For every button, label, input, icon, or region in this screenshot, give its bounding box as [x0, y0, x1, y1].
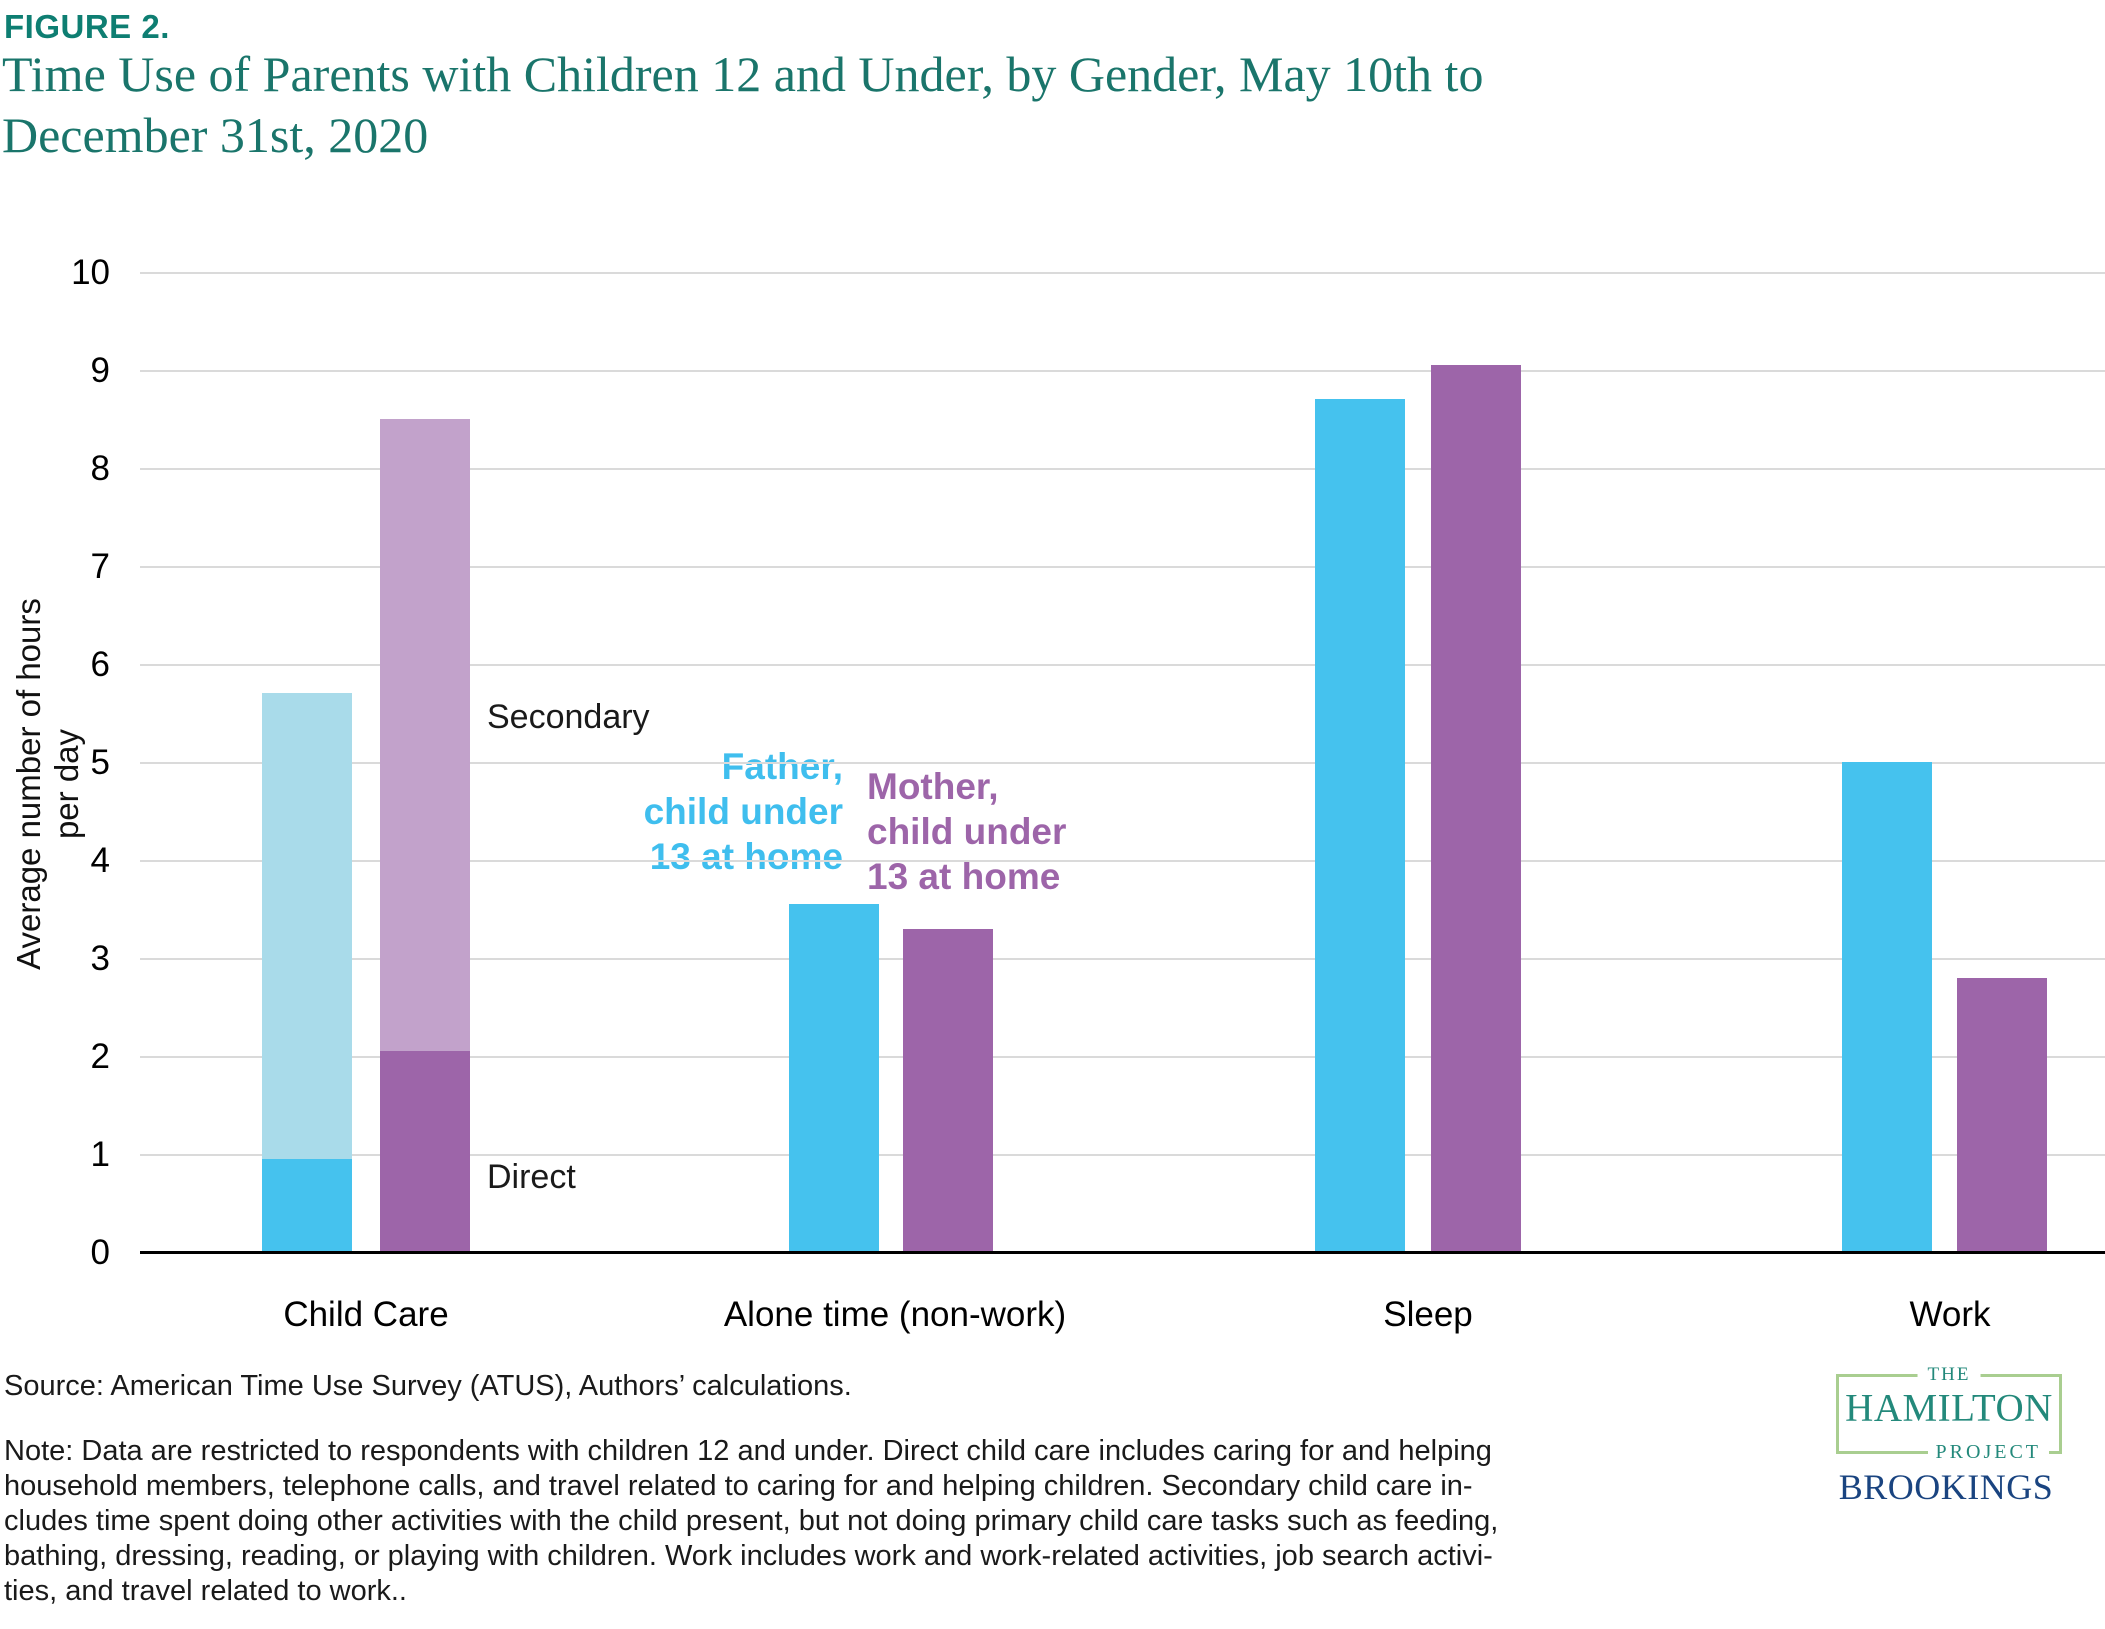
bar-father-child-care-secondary [262, 692, 352, 1159]
y-tick-label-1: 1 [90, 1135, 110, 1174]
footnote-line-4: bathing, dressing, reading, or playing w… [4, 1540, 1493, 1572]
annotation-secondary: Secondary [487, 698, 650, 736]
y-tick-label-6: 6 [90, 645, 110, 684]
footnote-line-5: ties, and travel related to work.. [4, 1575, 407, 1607]
gridline-4 [140, 860, 2105, 862]
y-axis-title: Average number of hours per day [10, 598, 85, 970]
bar-father-child-care-direct [262, 1159, 352, 1252]
y-tick-label-3: 3 [90, 939, 110, 978]
father-series-label-line-2: child under [643, 791, 843, 832]
gridline-9 [140, 370, 2105, 372]
y-tick-label-10: 10 [71, 253, 110, 292]
y-tick-label-0: 0 [90, 1233, 110, 1272]
gridline-5 [140, 762, 2105, 764]
bar-father-work [1842, 762, 1932, 1252]
footnote-line-2: household members, telephone calls, and … [4, 1470, 1473, 1502]
gridline-1 [140, 1154, 2105, 1156]
y-tick-label-2: 2 [90, 1037, 110, 1076]
hamilton-project-logo: THE HAMILTON PROJECT [1836, 1364, 2062, 1464]
father-series-label: Father, child under 13 at home [644, 744, 843, 879]
gridline-3 [140, 958, 2105, 960]
chart-title: Time Use of Parents with Children 12 and… [2, 44, 1483, 166]
bar-mother-sleep [1431, 365, 1521, 1252]
logo-project-text: PROJECT [1927, 1441, 2049, 1464]
bar-mother-alone-time-non-work [903, 929, 993, 1252]
brookings-logo-text: BROOKINGS [1838, 1467, 2054, 1507]
mother-series-label: Mother, child under 13 at home [867, 764, 1066, 899]
gridline-8 [140, 468, 2105, 470]
figure-number-label: FIGURE 2. [4, 8, 170, 45]
y-tick-label-4: 4 [90, 841, 110, 880]
x-category-label-alone-time-non-work: Alone time (non-work) [723, 1295, 1067, 1334]
footnote-line-1: Note: Data are restricted to respondents… [4, 1435, 1492, 1467]
father-series-label-line-1: Father, [721, 746, 843, 787]
x-axis-line [140, 1251, 2105, 1254]
logo-hamilton-text: HAMILTON [1845, 1386, 2053, 1430]
x-category-label-sleep: Sleep [1383, 1295, 1473, 1334]
bar-father-alone-time-non-work [789, 904, 879, 1252]
y-tick-label-5: 5 [90, 743, 110, 782]
chart-title-line-2: December 31st, 2020 [2, 107, 429, 163]
gridline-10 [140, 272, 2105, 274]
footnote-line-3: cludes time spent doing other activities… [4, 1505, 1499, 1537]
y-tick-label-7: 7 [90, 547, 110, 586]
y-tick-label-8: 8 [90, 449, 110, 488]
x-category-label-work: Work [1909, 1295, 1991, 1334]
bar-father-sleep [1315, 399, 1405, 1252]
plot-area: 0 1 2 3 4 5 6 7 8 9 10 Child Care Alone time (non-wo… [71, 253, 2105, 1334]
bar-mother-child-care-direct [380, 1051, 470, 1252]
footnote: Note: Data are restricted to respondents… [4, 1434, 1498, 1609]
source-note: Source: American Time Use Survey (ATUS),… [4, 1370, 852, 1402]
bar-mother-child-care-secondary [380, 419, 470, 1052]
bar-mother-work [1957, 978, 2047, 1252]
mother-series-label-line-2: child under [867, 811, 1067, 852]
x-category-label-child-care: Child Care [283, 1295, 449, 1334]
annotation-direct: Direct [487, 1158, 576, 1196]
father-series-label-line-3: 13 at home [649, 836, 843, 877]
gridline-2 [140, 1056, 2105, 1058]
gridline-6 [140, 664, 2105, 666]
mother-series-label-line-3: 13 at home [867, 856, 1061, 897]
mother-series-label-line-1: Mother, [867, 766, 999, 807]
logo-the-text: THE [1917, 1364, 1981, 1386]
chart-title-line-1: Time Use of Parents with Children 12 and… [2, 46, 1484, 102]
gridline-7 [140, 566, 2105, 568]
y-tick-label-9: 9 [90, 351, 110, 390]
